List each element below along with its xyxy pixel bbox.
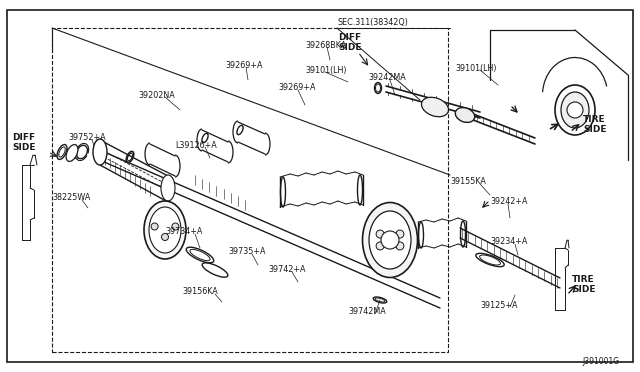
Text: 39156KA: 39156KA	[182, 288, 218, 296]
Ellipse shape	[455, 108, 475, 122]
Text: 39234+A: 39234+A	[490, 237, 527, 247]
Text: TIRE: TIRE	[583, 115, 605, 125]
Circle shape	[396, 242, 404, 250]
Circle shape	[396, 230, 404, 238]
Ellipse shape	[57, 145, 67, 160]
Text: 39242+A: 39242+A	[490, 198, 527, 206]
Ellipse shape	[161, 175, 175, 201]
Circle shape	[161, 234, 168, 241]
Text: 38225WA: 38225WA	[52, 193, 90, 202]
Text: J391001G: J391001G	[583, 357, 620, 366]
Text: DIFF: DIFF	[12, 134, 35, 142]
Circle shape	[376, 230, 384, 238]
Text: 39752+A: 39752+A	[68, 134, 106, 142]
Circle shape	[567, 102, 583, 118]
Text: 39742+A: 39742+A	[268, 266, 305, 275]
Text: 39742MA: 39742MA	[348, 308, 386, 317]
Ellipse shape	[77, 145, 88, 159]
Ellipse shape	[93, 139, 107, 165]
Text: SIDE: SIDE	[12, 144, 35, 153]
Text: 39242MA: 39242MA	[368, 74, 406, 83]
Circle shape	[376, 242, 384, 250]
Text: 39269+A: 39269+A	[278, 83, 316, 93]
Text: DIFF: DIFF	[338, 33, 361, 42]
Ellipse shape	[422, 97, 449, 117]
Text: 39735+A: 39735+A	[228, 247, 266, 257]
Text: 39101(LH): 39101(LH)	[305, 65, 346, 74]
Text: 39202NA: 39202NA	[138, 90, 175, 99]
Ellipse shape	[66, 145, 78, 161]
Text: SEC.311(38342Q): SEC.311(38342Q)	[338, 17, 409, 26]
Text: SIDE: SIDE	[572, 285, 595, 295]
Text: 39155KA: 39155KA	[450, 177, 486, 186]
Ellipse shape	[369, 211, 411, 269]
Text: 39125+A: 39125+A	[480, 301, 518, 310]
Text: 39734+A: 39734+A	[165, 228, 202, 237]
Circle shape	[151, 223, 158, 230]
Ellipse shape	[374, 83, 381, 93]
Ellipse shape	[149, 207, 181, 253]
Ellipse shape	[144, 201, 186, 259]
Text: TIRE: TIRE	[572, 276, 595, 285]
Text: 39268BKA: 39268BKA	[305, 41, 346, 49]
Text: L39126+A: L39126+A	[175, 141, 217, 150]
Text: SIDE: SIDE	[583, 125, 607, 135]
Circle shape	[381, 231, 399, 249]
Bar	[52, 28, 448, 352]
Text: 39101(LH): 39101(LH)	[455, 64, 497, 73]
Ellipse shape	[561, 92, 589, 128]
Ellipse shape	[362, 202, 417, 278]
Text: 39269+A: 39269+A	[225, 61, 262, 70]
Text: SIDE: SIDE	[338, 44, 362, 52]
Circle shape	[172, 223, 179, 230]
